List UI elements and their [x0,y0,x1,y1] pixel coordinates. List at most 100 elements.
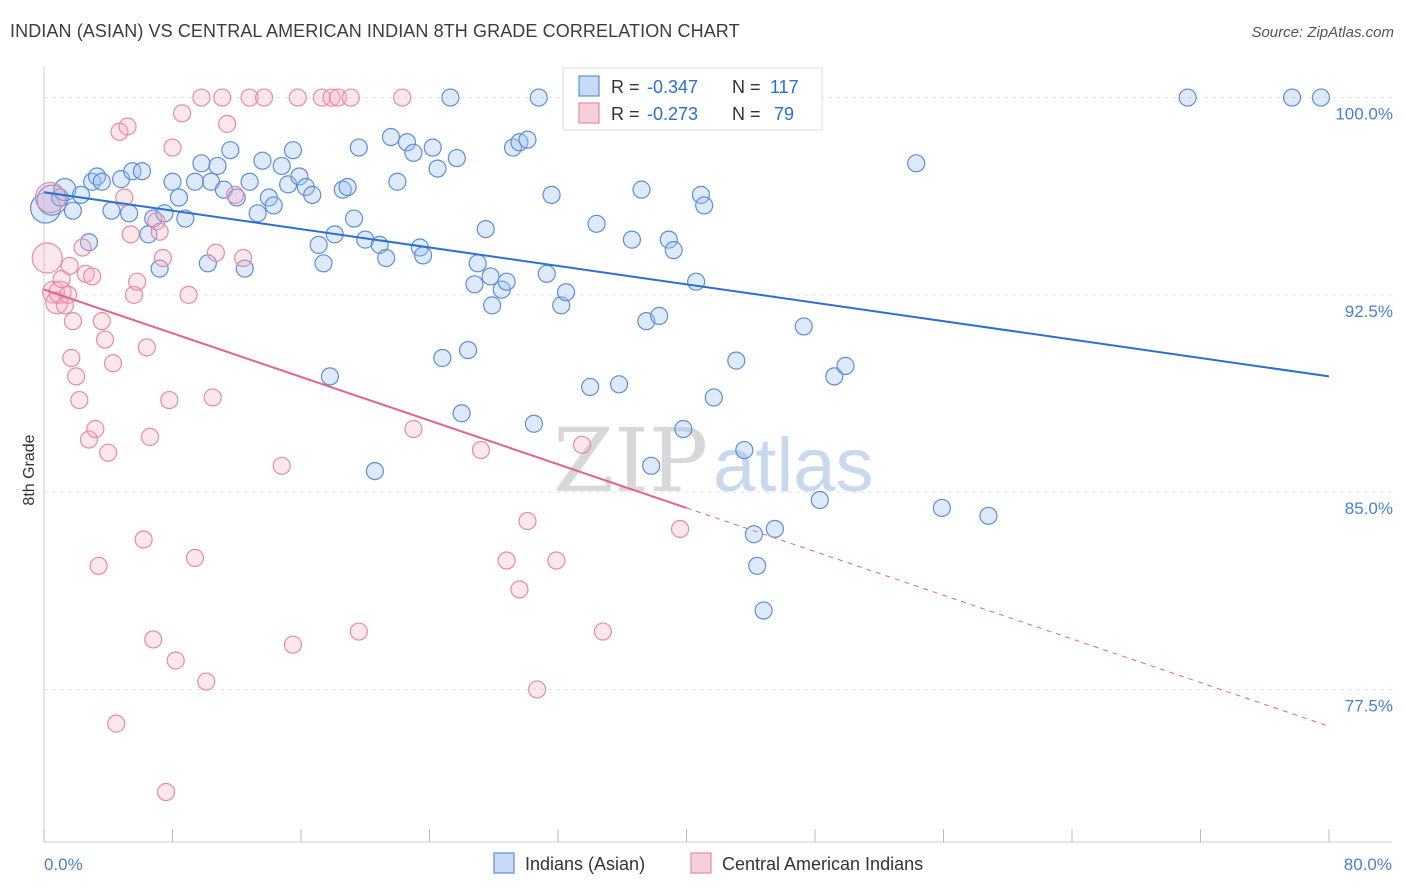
series-legend-swatch-blue [493,852,515,874]
x-tick-label-min: 0.0% [44,855,83,874]
point-central-american-indians [134,530,153,549]
series-legend: Indians (Asian) Central American Indians [493,852,923,874]
point-central-american-indians [79,430,99,449]
point-indians-asian [659,230,678,249]
point-indians-asian [176,209,195,228]
source-label: Source: ZipAtlas.com [1251,24,1394,41]
point-central-american-indians [179,285,198,304]
point-indians-asian [542,185,561,204]
point-central-american-indians [103,354,123,373]
point-indians-asian [433,348,452,368]
point-central-american-indians [283,635,303,654]
point-indians-asian [102,201,121,220]
point-indians-asian [695,196,714,215]
point-indians-asian [765,519,784,539]
point-central-american-indians [328,88,348,107]
point-indians-asian [309,235,328,254]
point-indians-asian [825,367,844,386]
point-indians-asian [349,138,368,157]
x-tick-label-max: 80.0% [1344,855,1392,874]
point-indians-asian [87,167,107,186]
point-indians-asian [314,254,333,273]
point-indians-asian [290,167,309,186]
point-central-american-indians [60,256,79,276]
legend-swatch-pink [578,102,600,124]
point-indians-asian [932,498,951,518]
point-central-american-indians [185,548,205,568]
point-indians-asian [388,172,407,191]
point-indians-asian [727,351,746,370]
watermark: ZIP atlas [553,409,874,512]
point-central-american-indians [99,443,118,462]
point-indians-asian [836,356,855,375]
point-central-american-indians [226,185,245,204]
y-tick-label: 92.5% [1345,302,1393,321]
point-indians-asian [650,306,669,325]
point-central-american-indians [163,138,182,157]
point-indians-asian [529,88,548,107]
point-central-american-indians [31,242,63,274]
point-indians-asian [468,254,487,273]
point-central-american-indians [341,88,360,107]
point-central-american-indians [528,680,547,699]
point-indians-asian [447,148,466,168]
point-indians-asian [192,154,211,173]
point-central-american-indians [349,622,368,641]
point-indians-asian [704,388,723,407]
point-indians-asian [735,440,754,460]
point-indians-asian [120,204,139,223]
point-indians-asian [150,259,169,278]
point-indians-asian [264,196,283,215]
point-central-american-indians [153,248,172,268]
point-indians-asian [452,404,471,423]
point-indians-asian [609,375,629,394]
point-central-american-indians [218,114,237,133]
point-central-american-indians [95,330,115,349]
point-indians-asian [83,172,102,191]
y-tick-label: 85.0% [1345,499,1393,518]
point-central-american-indians [52,269,71,289]
point-indians-asian [458,340,478,360]
point-central-american-indians [115,188,134,207]
point-indians-asian [537,264,556,283]
point-indians-asian [283,141,303,160]
point-central-american-indians [147,212,166,231]
point-indians-asian [794,317,813,336]
point-central-american-indians [518,511,537,531]
data-points [30,88,1331,802]
legend-n-label-2: N = [732,104,761,124]
point-indians-asian [303,185,322,204]
point-indians-asian [365,461,384,481]
trend-line-extension-central-american-indians [686,507,1330,727]
point-central-american-indians [150,222,169,241]
point-indians-asian [63,201,83,220]
point-indians-asian [344,209,364,228]
point-indians-asian [518,130,537,149]
legend-r-value-2: -0.273 [647,104,698,124]
point-central-american-indians [240,88,259,107]
point-central-american-indians [137,338,156,357]
point-central-american-indians [118,117,137,136]
point-central-american-indians [288,88,307,107]
point-indians-asian [622,230,641,249]
legend-r-label-2: R = [611,104,640,124]
point-central-american-indians [206,243,225,262]
point-central-american-indians [70,390,89,410]
point-indians-asian [581,377,600,397]
point-central-american-indians [547,551,566,570]
point-central-american-indians [156,782,176,802]
point-central-american-indians [670,519,690,539]
point-indians-asian [1282,88,1302,107]
stats-legend: R = -0.347 N = 117 R = -0.273 N = 79 [562,67,823,131]
point-indians-asian [979,506,998,525]
point-central-american-indians [144,630,163,649]
point-indians-asian [754,601,773,620]
point-indians-asian [320,367,340,386]
point-central-american-indians [213,88,232,107]
point-central-american-indians [63,312,83,331]
point-indians-asian [664,241,683,260]
point-central-american-indians [89,556,108,575]
y-axis-label: 8th Grade [21,434,38,505]
point-indians-asian [587,214,606,233]
